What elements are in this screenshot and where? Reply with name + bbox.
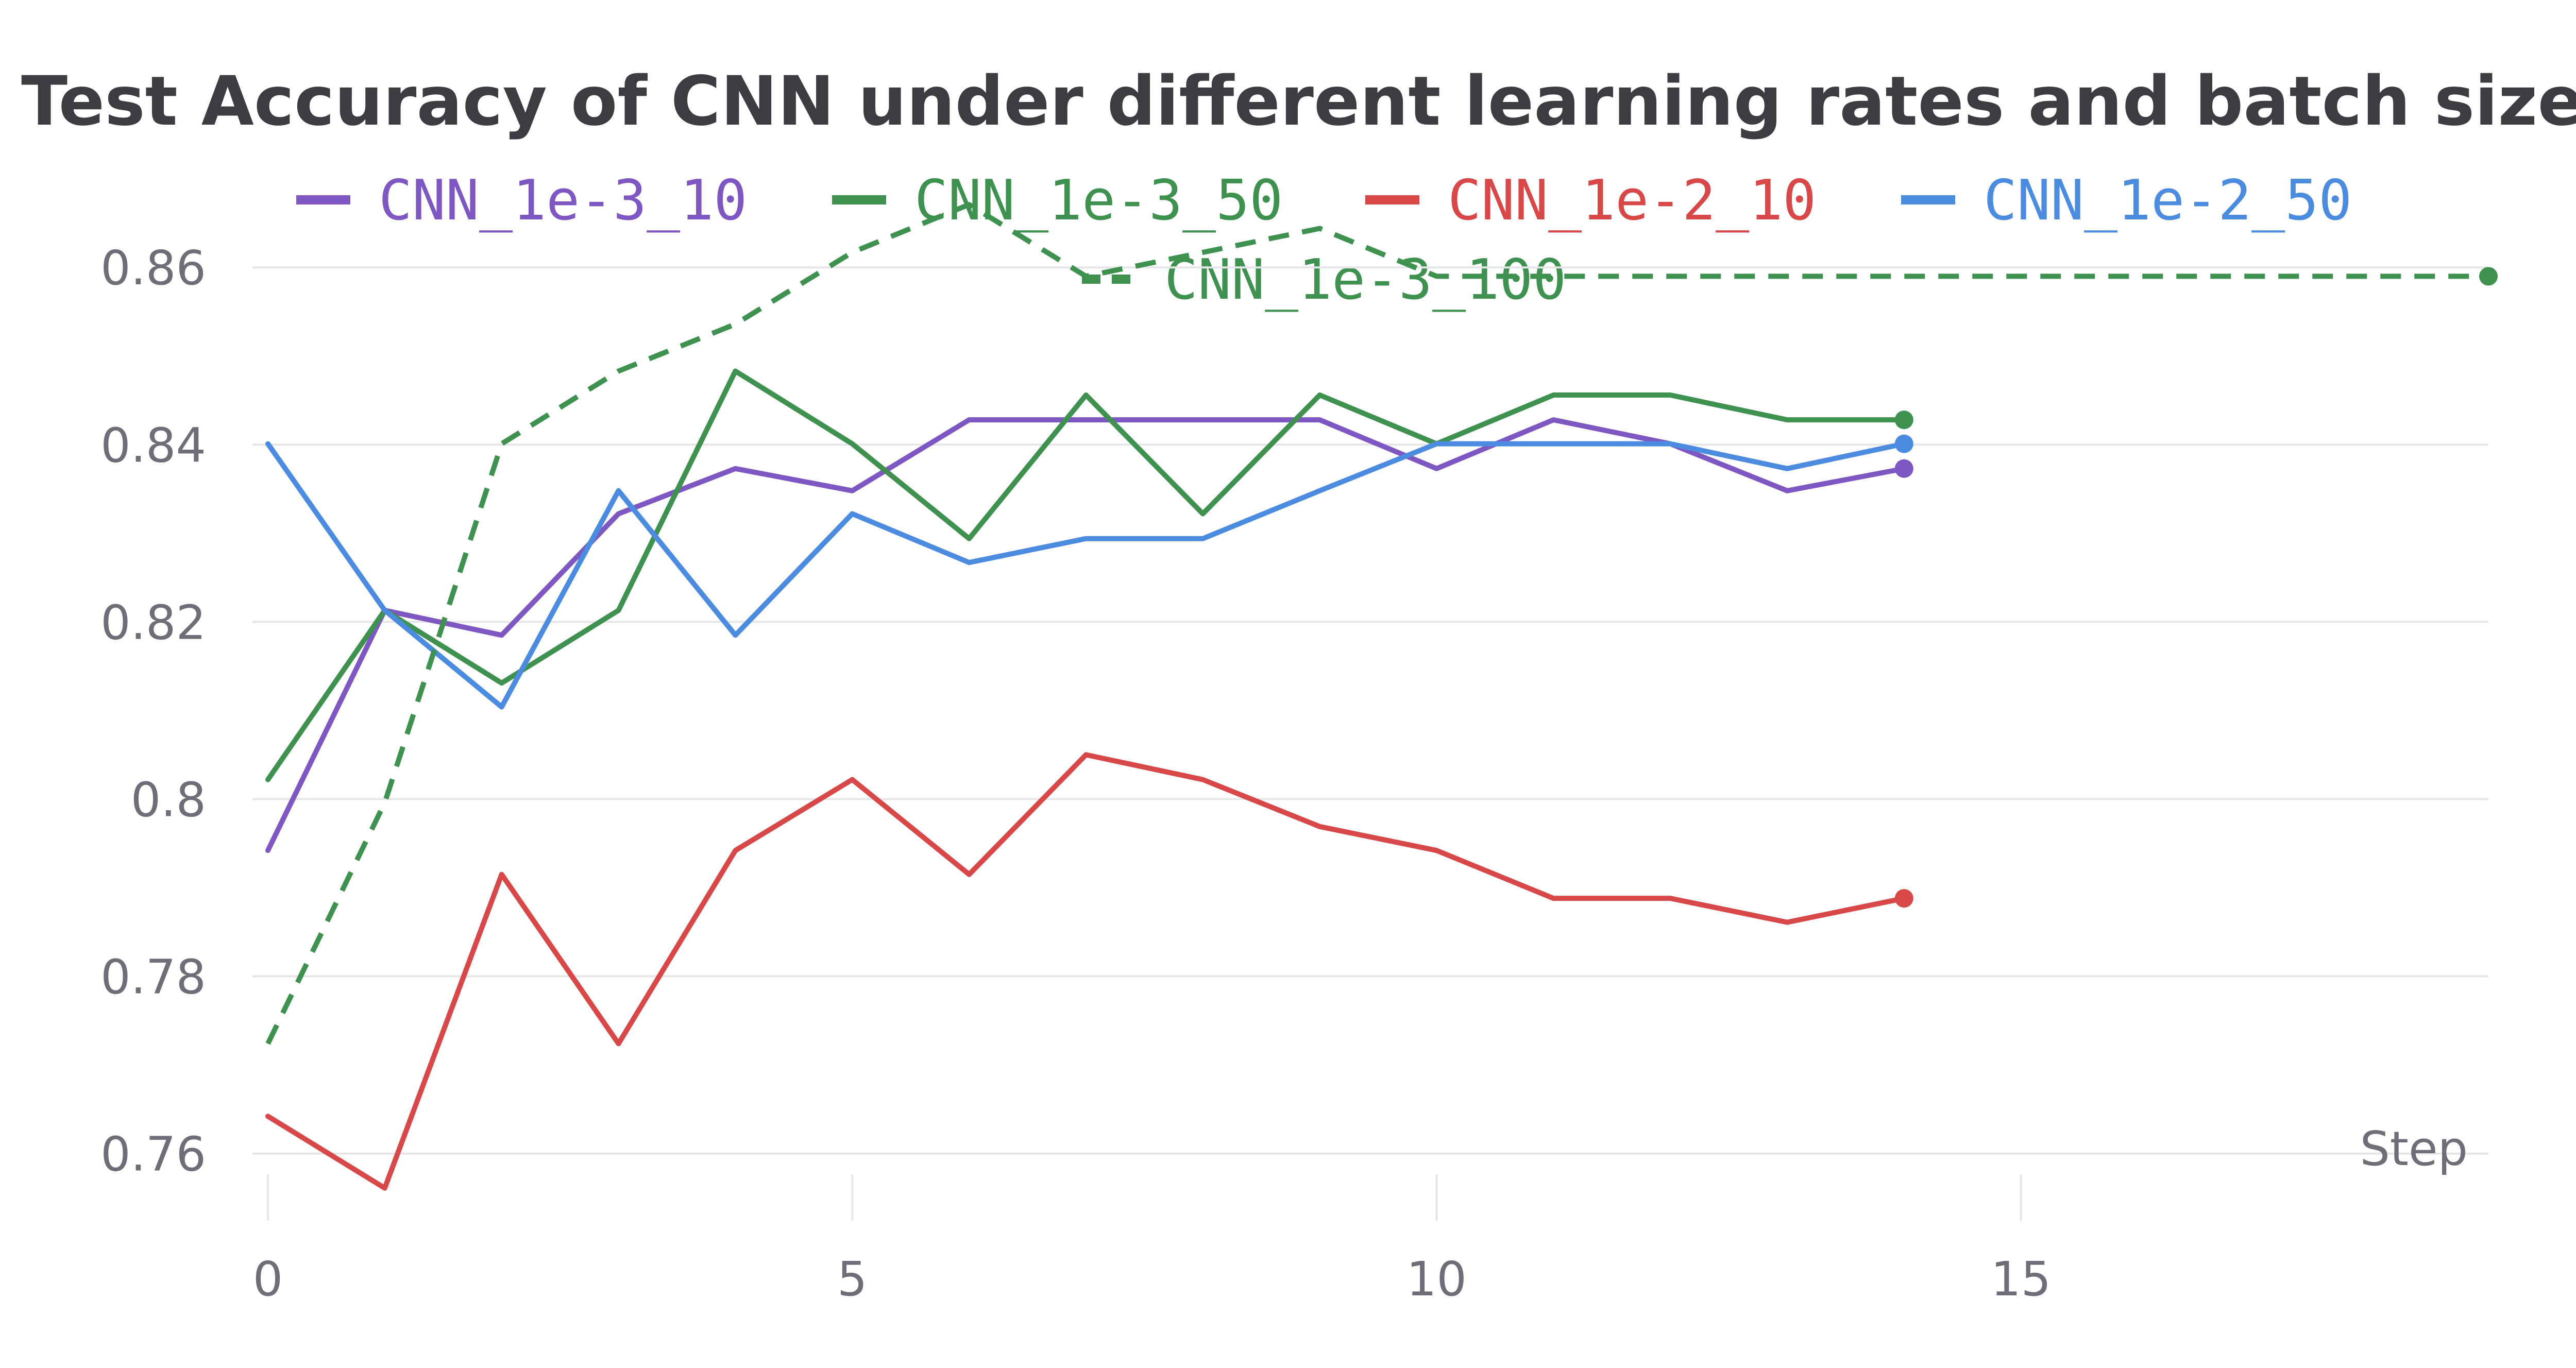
legend-label: CNN_1e-2_10: [1448, 168, 1816, 233]
series-end-point: [1894, 434, 1913, 453]
series-line-CNN_1e-2_50: [265, 441, 1907, 710]
y-tick-label: 0.86: [100, 241, 206, 296]
legend-item[interactable]: CNN_1e-2_50: [1901, 168, 2352, 233]
chart-title: Test Accuracy of CNN under different lea…: [21, 62, 2576, 141]
y-axis: 0.76 0.78 0.8 0.82 0.84 0.86: [100, 241, 206, 1182]
y-tick-label: 0.8: [131, 772, 206, 827]
legend-item[interactable]: CNN_1e-3_50: [832, 168, 1283, 233]
legend-label: CNN_1e-3_100: [1164, 248, 1566, 312]
series-line-CNN_1e-3_50: [265, 368, 1907, 782]
x-axis-label: Step: [2360, 1121, 2468, 1176]
legend-label: CNN_1e-3_50: [914, 168, 1283, 233]
legend-item[interactable]: CNN_1e-3_100: [1082, 248, 1566, 312]
x-axis: 0 5 10 15: [253, 1174, 2051, 1307]
series-end-point: [2479, 267, 2498, 286]
x-tick-label: 0: [253, 1252, 283, 1307]
gridlines: [252, 266, 2488, 1155]
series-line-CNN_1e-2_10: [265, 752, 1907, 1191]
series-line-CNN_1e-3_100: [265, 202, 2488, 1045]
legend-label: CNN_1e-3_10: [379, 168, 747, 233]
series-end-point: [1894, 459, 1913, 478]
series-lines: [265, 202, 2498, 1191]
y-tick-label: 0.84: [100, 418, 206, 473]
legend-item[interactable]: CNN_1e-3_10: [296, 168, 747, 233]
x-tick-label: 5: [837, 1252, 868, 1307]
y-tick-label: 0.76: [100, 1127, 206, 1182]
legend-item[interactable]: CNN_1e-2_10: [1365, 168, 1816, 233]
chart-legend: CNN_1e-3_10 CNN_1e-3_50 CNN_1e-2_10 CNN_1e-…: [296, 168, 2352, 312]
series-end-point: [1894, 411, 1913, 430]
series-end-point: [1894, 889, 1913, 908]
legend-label: CNN_1e-2_50: [1984, 168, 2352, 233]
y-tick-label: 0.78: [100, 950, 206, 1005]
x-tick-label: 15: [1991, 1252, 2051, 1307]
x-tick-label: 10: [1406, 1252, 1467, 1307]
y-tick-label: 0.82: [100, 595, 206, 650]
series-line-CNN_1e-3_10: [265, 417, 1907, 853]
